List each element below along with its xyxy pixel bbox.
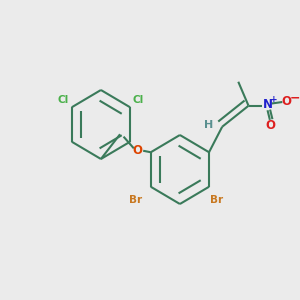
Text: O: O	[265, 119, 275, 132]
Text: Cl: Cl	[58, 95, 69, 105]
Text: Br: Br	[211, 195, 224, 205]
Text: O: O	[282, 95, 292, 108]
Text: −: −	[290, 92, 300, 105]
Text: Cl: Cl	[133, 95, 144, 105]
Text: N: N	[262, 98, 272, 111]
Text: +: +	[270, 95, 278, 104]
Text: O: O	[133, 144, 142, 157]
Text: H: H	[204, 120, 214, 130]
Text: Br: Br	[130, 195, 142, 205]
